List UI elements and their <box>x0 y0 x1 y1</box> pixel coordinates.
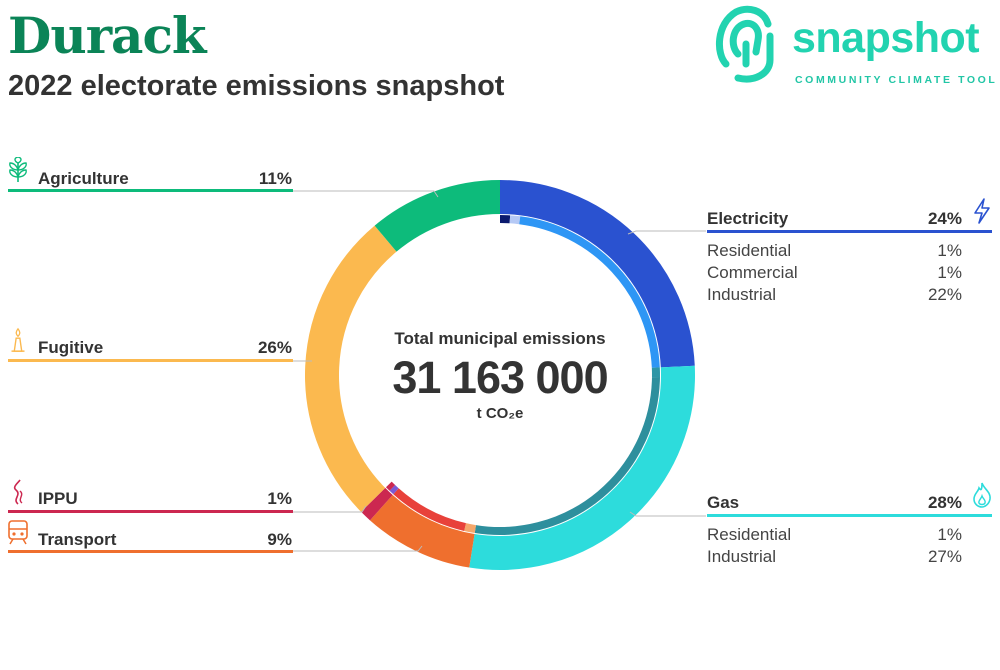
page-title: Durack <box>8 6 207 65</box>
legend-sub-gas-industrial: Industrial <box>707 547 776 566</box>
wheat-icon <box>9 157 27 182</box>
legend-sub-gas-residential: Residential <box>707 525 792 544</box>
donut-segment-transport <box>369 494 475 568</box>
legend-underline-fugitive <box>8 359 293 362</box>
flame-icon <box>973 482 991 508</box>
donut-inner-segment-ippu-1 <box>389 485 399 495</box>
lightning-icon <box>974 198 990 224</box>
leader-line-ippu <box>292 505 367 513</box>
legend-pct-transport: 9% <box>267 530 292 549</box>
legend-label-electricity: Electricity <box>707 209 789 228</box>
legend-underline-gas <box>707 514 992 517</box>
legend-underline-electricity <box>707 230 992 233</box>
leader-line-transport <box>292 545 423 552</box>
logo-wordmark: snapshot <box>792 14 980 62</box>
legend-sub-electricity-industrial: Industrial <box>707 285 776 304</box>
center-total-value: 31 163 000 <box>392 352 608 403</box>
legend-underline-transport <box>8 550 293 553</box>
train-icon <box>8 520 28 545</box>
legend-underline-agriculture <box>8 189 293 192</box>
legend-label-transport: Transport <box>38 530 117 549</box>
legend-pct-gas: 28% <box>927 493 962 512</box>
legend-sub-electricity-commercial: Commercial <box>707 263 798 282</box>
page-subtitle: 2022 electorate emissions snapshot <box>8 70 505 102</box>
donut-inner-segment-electricity-2 <box>509 215 521 225</box>
legend-subpct-electricity-residential: 1% <box>937 241 962 260</box>
legend-pct-ippu: 1% <box>267 489 292 508</box>
donut-segment-gas <box>469 365 695 570</box>
legend-subpct-electricity-commercial: 1% <box>937 263 962 282</box>
donut-inner-segment-ippu-2 <box>385 481 396 491</box>
donut-inner-ring <box>385 214 660 535</box>
smoke-icon <box>13 479 23 505</box>
legend-label-gas: Gas <box>707 493 740 512</box>
legend-pct-fugitive: 26% <box>257 338 292 357</box>
gas-flare-icon <box>11 327 25 352</box>
donut-segment-fugitive <box>305 225 397 512</box>
donut-inner-segment-transport-1 <box>464 523 477 533</box>
donut-inner-segment-gas-2 <box>474 377 660 535</box>
donut-segment-electricity <box>499 180 695 368</box>
legend-subpct-gas-industrial: 27% <box>927 547 962 566</box>
snapshot-logo-icon <box>715 5 774 83</box>
donut-inner-segment-transport-2 <box>393 488 467 531</box>
legend-underline-ippu <box>8 510 293 513</box>
donut-segment-agriculture <box>374 180 501 252</box>
legend-label-ippu: IPPU <box>38 489 78 508</box>
legend-subpct-electricity-industrial: 22% <box>927 285 962 304</box>
donut-outer-ring <box>305 180 695 570</box>
logo-tagline: COMMUNITY CLIMATE TOOL <box>795 74 998 86</box>
leader-line-agriculture <box>292 190 439 198</box>
legend-label-fugitive: Fugitive <box>38 338 104 357</box>
donut-segment-ippu <box>361 487 393 521</box>
legend-label-agriculture: Agriculture <box>38 169 129 188</box>
donut-inner-segment-electricity-3 <box>519 216 660 368</box>
center-label: Total municipal emissions <box>394 329 606 348</box>
leader-line-electricity <box>627 230 706 235</box>
leader-lines <box>292 190 706 552</box>
legend-subpct-gas-residential: 1% <box>937 525 962 544</box>
legend-pct-agriculture: 11% <box>258 169 292 188</box>
legend-pct-electricity: 24% <box>927 209 962 228</box>
center-unit: t CO₂e <box>476 405 524 422</box>
legend-sub-electricity-residential: Residential <box>707 241 792 260</box>
leader-line-gas <box>629 511 706 517</box>
